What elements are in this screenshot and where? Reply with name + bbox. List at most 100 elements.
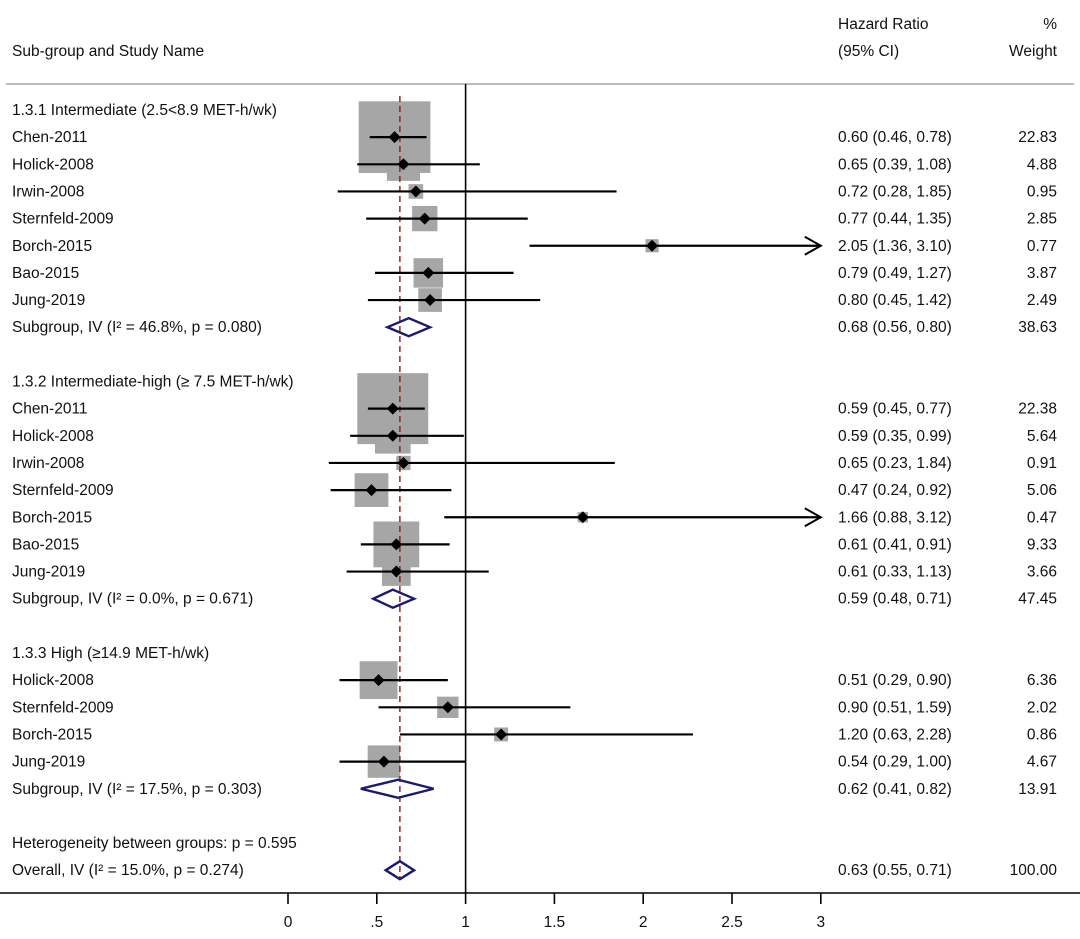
subgroup-diamond bbox=[370, 588, 418, 610]
weight-value: 2.85 bbox=[1027, 211, 1057, 228]
weight-value: 22.83 bbox=[1018, 129, 1057, 146]
study-name: Bao-2015 bbox=[12, 536, 79, 553]
subgroup-weight: 13.91 bbox=[1018, 781, 1057, 798]
study-name: Borch-2015 bbox=[12, 238, 92, 255]
hr-ci-value: 1.20 (0.63, 2.28) bbox=[838, 726, 952, 743]
subgroup-hr-ci: 0.59 (0.48, 0.71) bbox=[838, 591, 952, 608]
weight-value: 4.67 bbox=[1027, 754, 1057, 771]
header-hr-line2: (95% CI) bbox=[838, 43, 899, 60]
weight-value: 3.66 bbox=[1027, 564, 1057, 581]
ci-arrow bbox=[804, 507, 823, 528]
point-estimate bbox=[424, 294, 437, 307]
overall-diamond bbox=[383, 859, 417, 881]
weight-value: 2.49 bbox=[1027, 292, 1057, 309]
hr-ci-value: 0.80 (0.45, 1.42) bbox=[838, 292, 952, 309]
weight-value: 6.36 bbox=[1027, 672, 1057, 689]
x-tick-label: 2.5 bbox=[721, 914, 743, 931]
study-name: Sternfeld-2009 bbox=[12, 211, 114, 228]
point-estimate bbox=[377, 755, 390, 768]
group-header: 1.3.1 Intermediate (2.5<8.9 MET-h/wk) bbox=[12, 102, 277, 119]
study-name: Chen-2011 bbox=[12, 401, 88, 418]
study-name: Holick-2008 bbox=[12, 428, 94, 445]
point-estimate bbox=[390, 565, 403, 578]
hr-ci-value: 0.61 (0.41, 0.91) bbox=[838, 536, 952, 553]
point-estimate bbox=[409, 185, 422, 198]
study-name: Borch-2015 bbox=[12, 726, 92, 743]
hr-ci-value: 2.05 (1.36, 3.10) bbox=[838, 238, 952, 255]
subgroup-weight: 38.63 bbox=[1018, 319, 1057, 336]
hr-ci-value: 0.77 (0.44, 1.35) bbox=[838, 211, 952, 228]
weight-value: 9.33 bbox=[1027, 536, 1057, 553]
hr-ci-value: 0.61 (0.33, 1.13) bbox=[838, 564, 952, 581]
subgroup-hr-ci: 0.68 (0.56, 0.80) bbox=[838, 319, 952, 336]
hr-ci-value: 0.51 (0.29, 0.90) bbox=[838, 672, 952, 689]
point-estimate bbox=[386, 402, 399, 415]
group-header: 1.3.2 Intermediate-high (≥ 7.5 MET-h/wk) bbox=[12, 374, 294, 391]
study-name: Irwin-2008 bbox=[12, 183, 84, 200]
x-tick-label: 1.5 bbox=[544, 914, 566, 931]
study-name: Sternfeld-2009 bbox=[12, 699, 114, 716]
x-tick-label: 3 bbox=[816, 914, 825, 931]
study-name: Jung-2019 bbox=[12, 292, 85, 309]
point-estimate bbox=[576, 511, 589, 524]
point-estimate bbox=[441, 701, 454, 714]
header-weight-line1: % bbox=[1043, 16, 1057, 33]
subgroup-label: Subgroup, IV (I² = 17.5%, p = 0.303) bbox=[12, 781, 262, 798]
overall-hr-ci: 0.63 (0.55, 0.71) bbox=[838, 862, 952, 879]
study-name: Jung-2019 bbox=[12, 564, 85, 581]
hr-ci-value: 0.79 (0.49, 1.27) bbox=[838, 265, 952, 282]
hr-ci-value: 0.90 (0.51, 1.59) bbox=[838, 699, 952, 716]
point-estimate bbox=[386, 429, 399, 442]
header-weight-line2: Weight bbox=[1009, 43, 1058, 60]
x-tick-label: 1 bbox=[461, 914, 470, 931]
subgroup-hr-ci: 0.62 (0.41, 0.82) bbox=[838, 781, 952, 798]
hr-ci-value: 0.59 (0.45, 0.77) bbox=[838, 401, 952, 418]
study-name: Holick-2008 bbox=[12, 672, 94, 689]
hr-ci-value: 0.60 (0.46, 0.78) bbox=[838, 129, 952, 146]
hr-ci-value: 0.72 (0.28, 1.85) bbox=[838, 183, 952, 200]
subgroup-label: Subgroup, IV (I² = 46.8%, p = 0.080) bbox=[12, 319, 262, 336]
hr-ci-value: 0.65 (0.23, 1.84) bbox=[838, 455, 952, 472]
point-estimate bbox=[397, 158, 410, 171]
hr-ci-value: 0.54 (0.29, 1.00) bbox=[838, 754, 952, 771]
study-name: Borch-2015 bbox=[12, 509, 92, 526]
weight-value: 0.47 bbox=[1027, 509, 1057, 526]
heterogeneity-text: Heterogeneity between groups: p = 0.595 bbox=[12, 835, 297, 852]
study-name: Bao-2015 bbox=[12, 265, 79, 282]
overall-label: Overall, IV (I² = 15.0%, p = 0.274) bbox=[12, 862, 244, 879]
subgroup-label: Subgroup, IV (I² = 0.0%, p = 0.671) bbox=[12, 591, 253, 608]
weight-value: 5.64 bbox=[1027, 428, 1058, 445]
x-tick-label: 0 bbox=[284, 914, 293, 931]
weight-value: 3.87 bbox=[1027, 265, 1057, 282]
weight-value: 0.77 bbox=[1027, 238, 1057, 255]
subgroup-diamond bbox=[384, 316, 434, 338]
x-tick-label: .5 bbox=[370, 914, 383, 931]
header-study-column: Sub-group and Study Name bbox=[12, 43, 204, 60]
point-estimate bbox=[418, 212, 431, 225]
hr-ci-value: 1.66 (0.88, 3.12) bbox=[838, 509, 952, 526]
group-header: 1.3.3 High (≥14.9 MET-h/wk) bbox=[12, 645, 209, 662]
x-tick-label: 2 bbox=[639, 914, 648, 931]
hr-ci-value: 0.65 (0.39, 1.08) bbox=[838, 156, 952, 173]
point-estimate bbox=[397, 456, 410, 469]
overall-weight: 100.00 bbox=[1010, 862, 1058, 879]
study-name: Chen-2011 bbox=[12, 129, 88, 146]
point-estimate bbox=[372, 674, 385, 687]
study-name: Sternfeld-2009 bbox=[12, 482, 114, 499]
weight-value: 0.95 bbox=[1027, 183, 1057, 200]
ci-arrow bbox=[804, 235, 823, 256]
study-name: Jung-2019 bbox=[12, 754, 85, 771]
hr-ci-value: 0.59 (0.35, 0.99) bbox=[838, 428, 952, 445]
weight-value: 0.86 bbox=[1027, 726, 1057, 743]
weight-value: 4.88 bbox=[1027, 156, 1057, 173]
point-estimate bbox=[422, 266, 435, 279]
study-name: Holick-2008 bbox=[12, 156, 94, 173]
header-hr-line1: Hazard Ratio bbox=[838, 16, 928, 33]
subgroup-weight: 47.45 bbox=[1018, 591, 1057, 608]
study-name: Irwin-2008 bbox=[12, 455, 84, 472]
weight-value: 0.91 bbox=[1027, 455, 1057, 472]
point-estimate bbox=[388, 131, 401, 144]
point-estimate bbox=[495, 728, 508, 741]
weight-value: 22.38 bbox=[1018, 401, 1057, 418]
